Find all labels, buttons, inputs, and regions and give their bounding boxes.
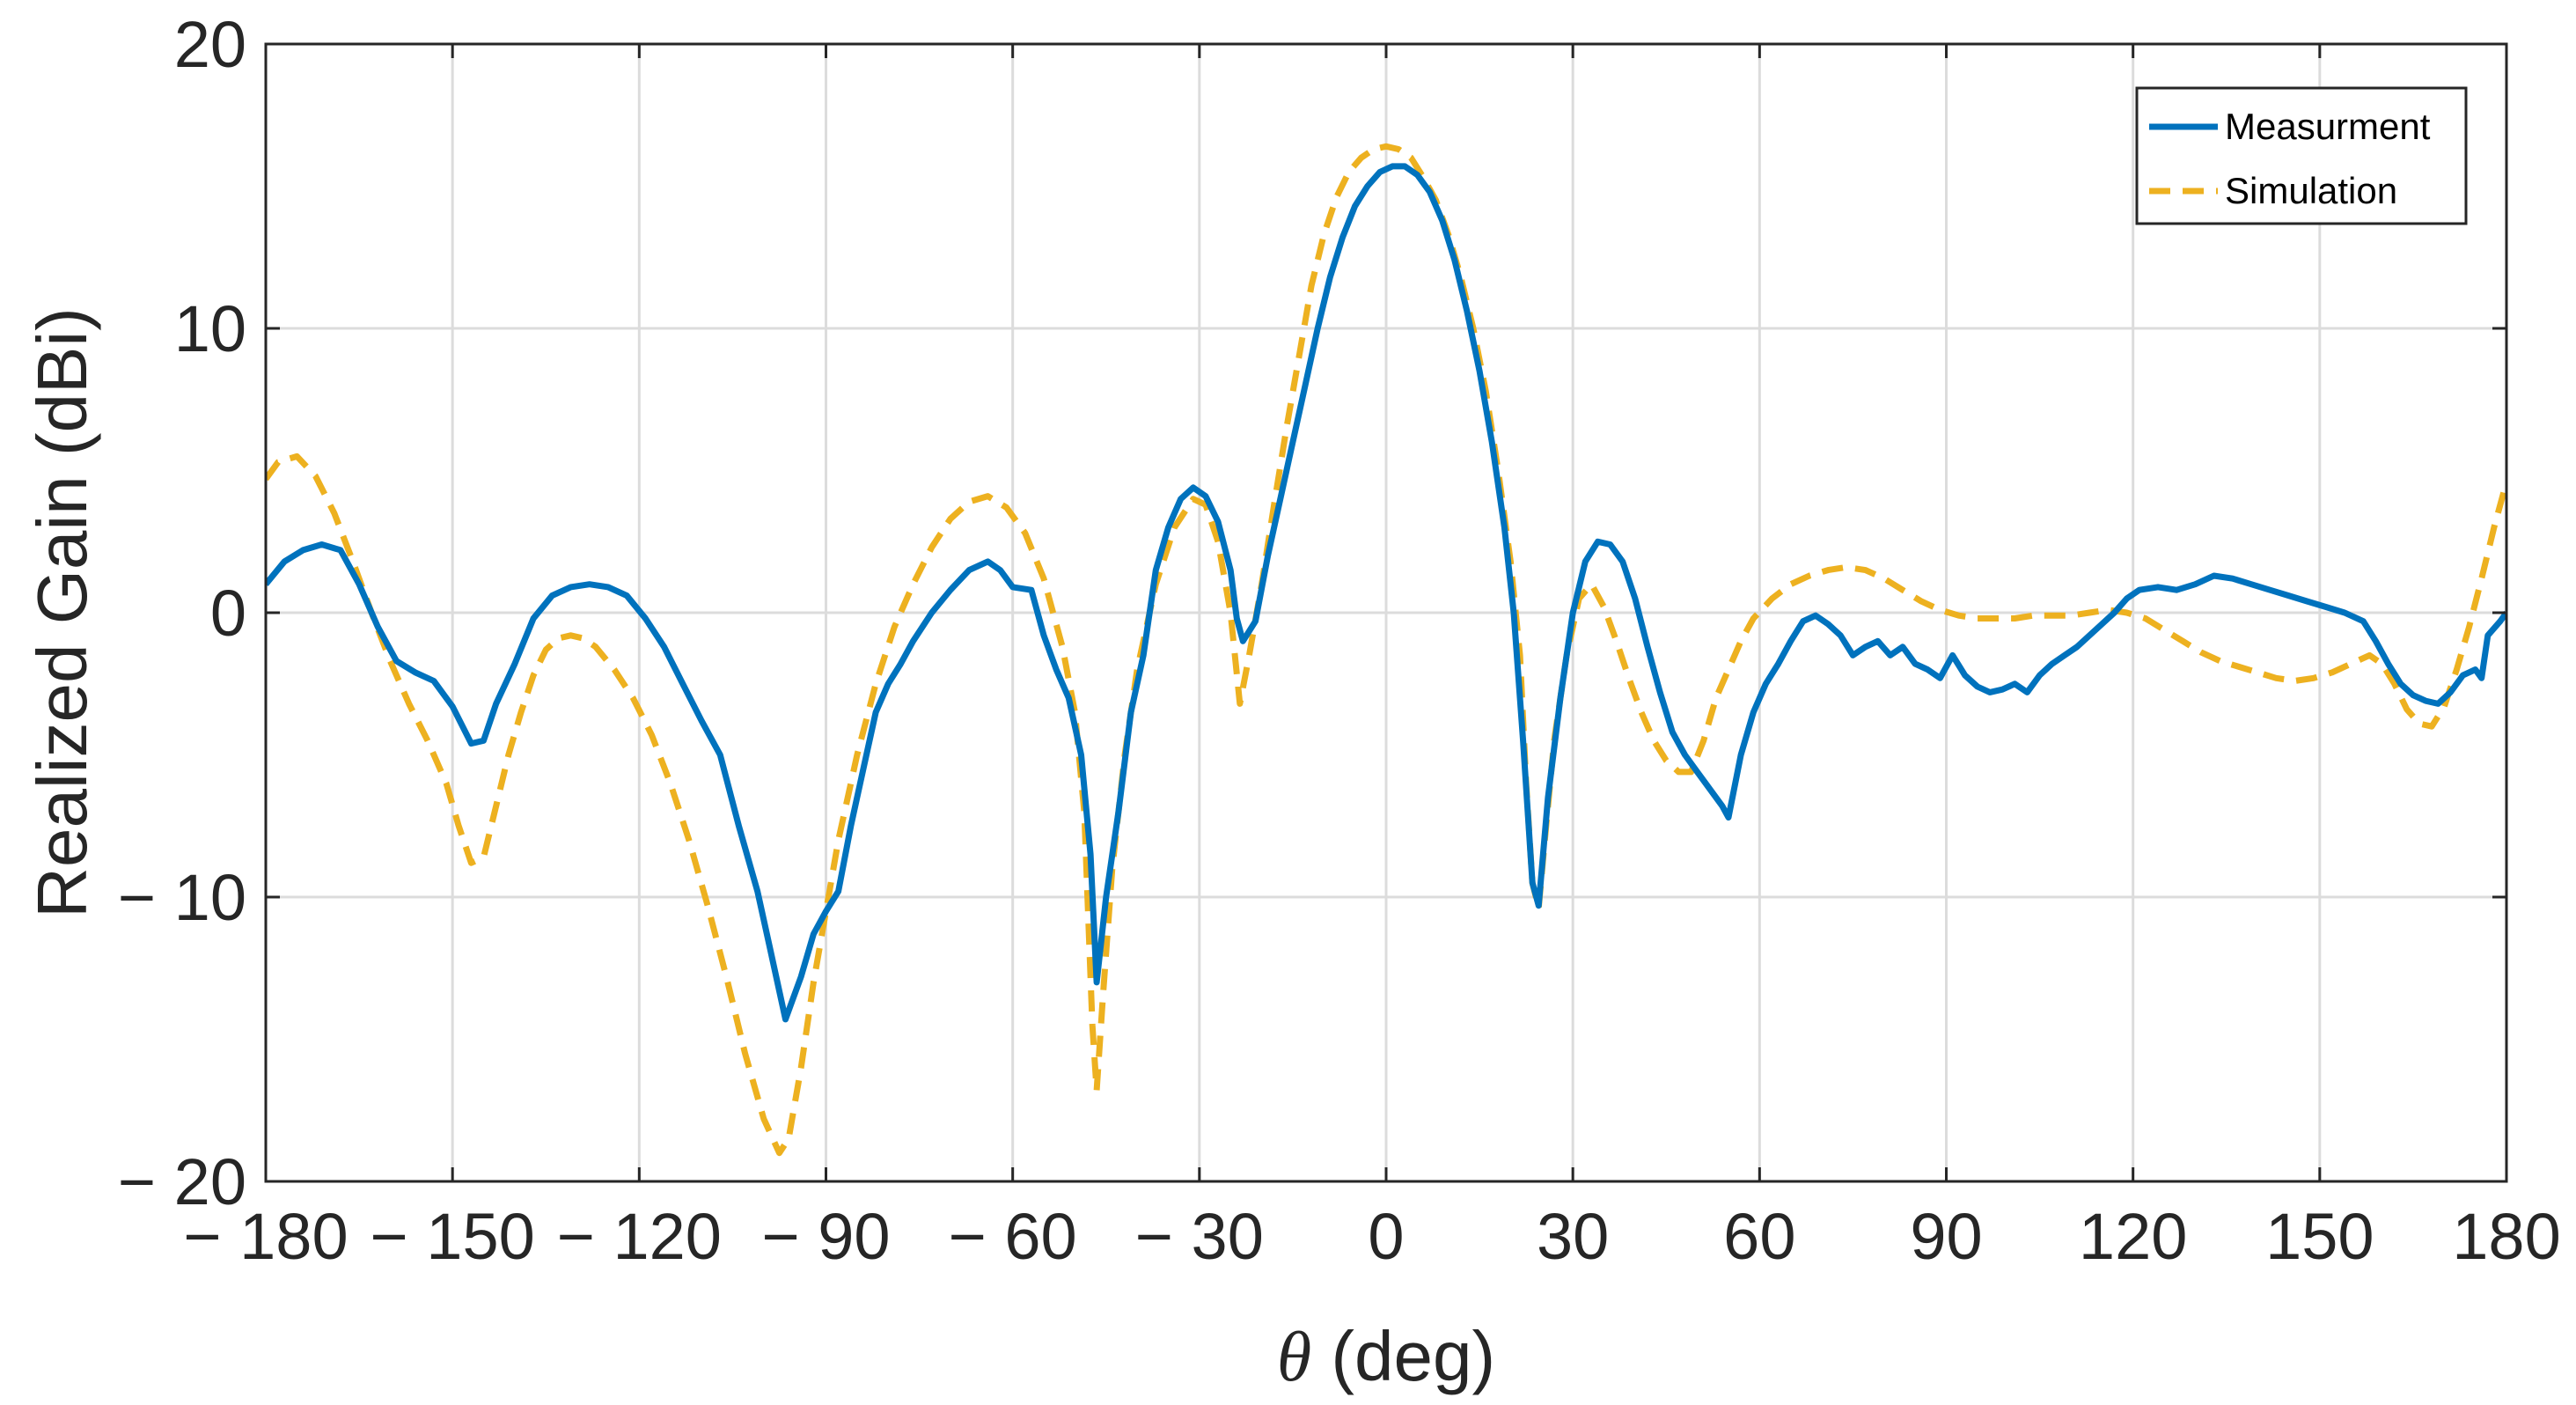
x-axis-label-symbol: θ — [1277, 1319, 1311, 1396]
x-tick-label: 90 — [1910, 1200, 1982, 1273]
x-tick-label: − 120 — [557, 1200, 722, 1273]
x-tick-label: 180 — [2452, 1200, 2560, 1273]
series-layer — [266, 143, 2506, 1157]
series-line-simulation — [266, 143, 2506, 1157]
y-tick-label: − 10 — [118, 861, 246, 934]
x-tick-label: − 150 — [371, 1200, 535, 1273]
x-tick-label: − 30 — [1135, 1200, 1264, 1273]
y-tick-label: 0 — [210, 577, 246, 650]
y-tick-labels: − 20 − 10 0 10 20 — [118, 8, 246, 1218]
y-tick-label: − 20 — [118, 1145, 246, 1218]
legend-label-measurment: Measurment — [2225, 106, 2431, 147]
x-tick-label: 120 — [2079, 1200, 2187, 1273]
legend-box — [2135, 86, 2468, 225]
x-tick-labels: − 180 − 150 − 120 − 90 − 60 − 30 0 30 60 90 120 150… — [183, 1200, 2560, 1273]
x-tick-label: − 180 — [183, 1200, 348, 1273]
y-tick-label: 10 — [174, 292, 246, 365]
ticks — [264, 42, 2508, 1183]
x-tick-label: − 60 — [949, 1200, 1077, 1273]
legend-label-simulation: Simulation — [2225, 170, 2397, 211]
x-tick-label: − 90 — [761, 1200, 890, 1273]
x-tick-label: 150 — [2265, 1200, 2374, 1273]
series-line-measurment — [266, 163, 2506, 1023]
y-tick-label: 20 — [174, 8, 246, 81]
x-axis-label-unit: (deg) — [1311, 1317, 1495, 1395]
legend: Measurment Simulation — [2135, 86, 2468, 225]
x-tick-label: 60 — [1723, 1200, 1795, 1273]
x-tick-label: 30 — [1537, 1200, 1609, 1273]
y-axis-label: Realized Gain (dBi) — [23, 307, 101, 918]
x-tick-label: 0 — [1368, 1200, 1404, 1273]
x-axis-label: θ (deg) — [1277, 1317, 1495, 1396]
